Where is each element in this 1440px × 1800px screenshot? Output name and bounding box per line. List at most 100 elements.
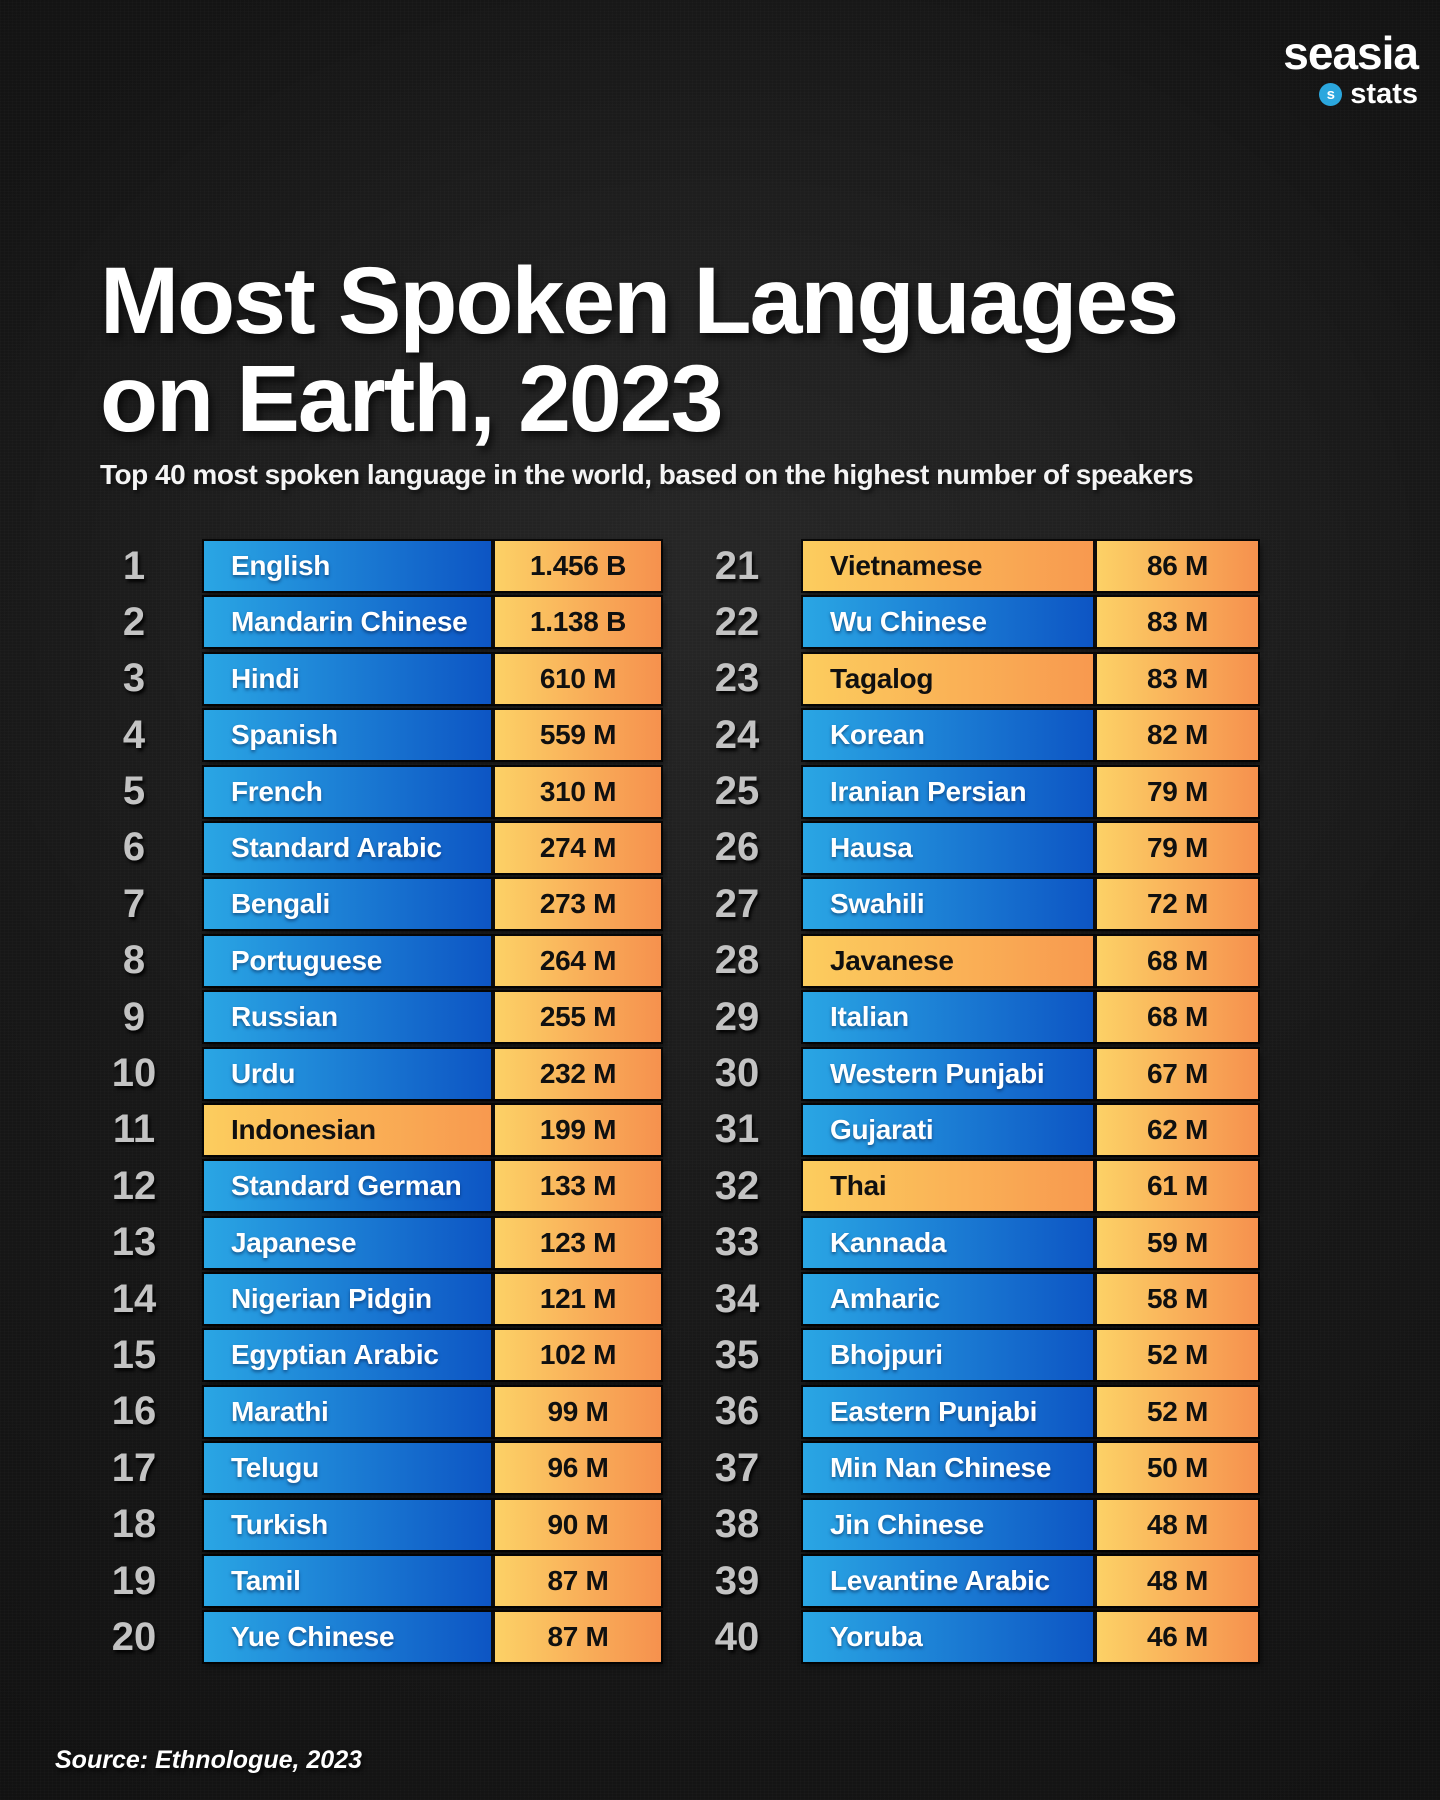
language-label: Kannada xyxy=(803,1217,1093,1268)
cell-divider xyxy=(1093,1499,1097,1550)
language-label: Iranian Persian xyxy=(803,766,1093,817)
rank-label: 9 xyxy=(122,994,146,1039)
rank-label: 19 xyxy=(111,1558,157,1603)
language-bar: Italian 68 M xyxy=(803,992,1258,1043)
language-bar: Thai 61 M xyxy=(803,1161,1258,1212)
speakers-label: 123 M xyxy=(495,1217,661,1268)
table-row: 7 Bengali 273 M xyxy=(100,879,661,930)
cell-divider xyxy=(491,1612,495,1663)
language-bar: Iranian Persian 79 M xyxy=(803,766,1258,817)
table-row: 24 Korean 82 M xyxy=(700,710,1258,761)
cell-divider xyxy=(1093,1330,1097,1381)
cell-divider xyxy=(491,1386,495,1437)
language-bar: Urdu 232 M xyxy=(204,1048,661,1099)
language-bar: Hausa 79 M xyxy=(803,822,1258,873)
rank-label: 30 xyxy=(714,1051,760,1096)
speakers-label: 87 M xyxy=(495,1556,661,1607)
cell-divider xyxy=(1093,1556,1097,1607)
speakers-label: 83 M xyxy=(1097,653,1258,704)
speakers-label: 83 M xyxy=(1097,597,1258,648)
speakers-label: 67 M xyxy=(1097,1048,1258,1099)
language-bar: Bhojpuri 52 M xyxy=(803,1330,1258,1381)
speakers-label: 62 M xyxy=(1097,1104,1258,1155)
rank-label: 33 xyxy=(714,1220,760,1265)
language-bar: English 1.456 B xyxy=(204,541,661,591)
language-bar: Wu Chinese 83 M xyxy=(803,597,1258,648)
cell-divider xyxy=(491,653,495,704)
rank-label: 12 xyxy=(111,1163,157,1208)
table-row: 2 Mandarin Chinese 1.138 B xyxy=(100,597,661,648)
logo-sub-label: stats xyxy=(1350,78,1418,110)
table-row: 23 Tagalog 83 M xyxy=(700,653,1258,704)
cell-divider xyxy=(1093,653,1097,704)
speakers-label: 79 M xyxy=(1097,822,1258,873)
table-row: 15 Egyptian Arabic 102 M xyxy=(100,1330,661,1381)
cell-divider xyxy=(1093,1386,1097,1437)
cell-divider xyxy=(491,1274,495,1325)
language-label: Nigerian Pidgin xyxy=(204,1274,491,1325)
rank-label: 29 xyxy=(714,994,760,1039)
rank-label: 15 xyxy=(111,1332,157,1377)
language-bar: Marathi 99 M xyxy=(204,1386,661,1437)
language-bar: Yue Chinese 87 M xyxy=(204,1612,661,1663)
rank-label: 40 xyxy=(714,1614,760,1659)
table-row: 18 Turkish 90 M xyxy=(100,1499,661,1550)
rank-label: 24 xyxy=(714,712,760,757)
rank-label: 8 xyxy=(122,938,146,983)
rank-label: 21 xyxy=(714,543,760,588)
table-row: 3 Hindi 610 M xyxy=(100,653,661,704)
rank-label: 26 xyxy=(714,825,760,870)
speakers-label: 86 M xyxy=(1097,541,1258,591)
table-row: 21 Vietnamese 86 M xyxy=(700,541,1258,591)
cell-divider xyxy=(1093,541,1097,591)
rank-label: 13 xyxy=(111,1220,157,1265)
language-bar: Japanese 123 M xyxy=(204,1217,661,1268)
language-bar: Spanish 559 M xyxy=(204,710,661,761)
language-bar: Telugu 96 M xyxy=(204,1443,661,1494)
language-bar: Russian 255 M xyxy=(204,992,661,1043)
language-bar: Korean 82 M xyxy=(803,710,1258,761)
logo: seasia s stats xyxy=(1283,30,1419,110)
language-label: Hausa xyxy=(803,822,1093,873)
speakers-label: 58 M xyxy=(1097,1274,1258,1325)
cell-divider xyxy=(1093,597,1097,648)
language-bar: Tamil 87 M xyxy=(204,1556,661,1607)
speakers-label: 133 M xyxy=(495,1161,661,1212)
cell-divider xyxy=(1093,1104,1097,1155)
table-row: 28 Javanese 68 M xyxy=(700,935,1258,986)
speakers-label: 99 M xyxy=(495,1386,661,1437)
language-bar: Yoruba 46 M xyxy=(803,1612,1258,1663)
cell-divider xyxy=(1093,1048,1097,1099)
speakers-label: 48 M xyxy=(1097,1556,1258,1607)
language-bar: Standard Arabic 274 M xyxy=(204,822,661,873)
language-bar: Min Nan Chinese 50 M xyxy=(803,1443,1258,1494)
rank-label: 25 xyxy=(714,769,760,814)
rank-label: 36 xyxy=(714,1389,760,1434)
speakers-label: 72 M xyxy=(1097,879,1258,930)
speakers-label: 79 M xyxy=(1097,766,1258,817)
language-label: Urdu xyxy=(204,1048,491,1099)
language-label: Hindi xyxy=(204,653,491,704)
rank-label: 34 xyxy=(714,1276,760,1321)
language-label: Tagalog xyxy=(803,653,1093,704)
language-label: Marathi xyxy=(204,1386,491,1437)
table-row: 40 Yoruba 46 M xyxy=(700,1612,1258,1663)
cell-divider xyxy=(1093,1161,1097,1212)
table-row: 22 Wu Chinese 83 M xyxy=(700,597,1258,648)
language-bar: Amharic 58 M xyxy=(803,1274,1258,1325)
language-label: Amharic xyxy=(803,1274,1093,1325)
language-bar: Turkish 90 M xyxy=(204,1499,661,1550)
cell-divider xyxy=(491,1217,495,1268)
speakers-label: 310 M xyxy=(495,766,661,817)
table-row: 37 Min Nan Chinese 50 M xyxy=(700,1443,1258,1494)
table-row: 34 Amharic 58 M xyxy=(700,1274,1258,1325)
language-label: Thai xyxy=(803,1161,1093,1212)
table-row: 6 Standard Arabic 274 M xyxy=(100,822,661,873)
rank-label: 22 xyxy=(714,599,760,644)
table-row: 25 Iranian Persian 79 M xyxy=(700,766,1258,817)
rank-label: 6 xyxy=(122,825,146,870)
language-bar: Swahili 72 M xyxy=(803,879,1258,930)
speakers-label: 273 M xyxy=(495,879,661,930)
table-row: 31 Gujarati 62 M xyxy=(700,1104,1258,1155)
cell-divider xyxy=(491,935,495,986)
